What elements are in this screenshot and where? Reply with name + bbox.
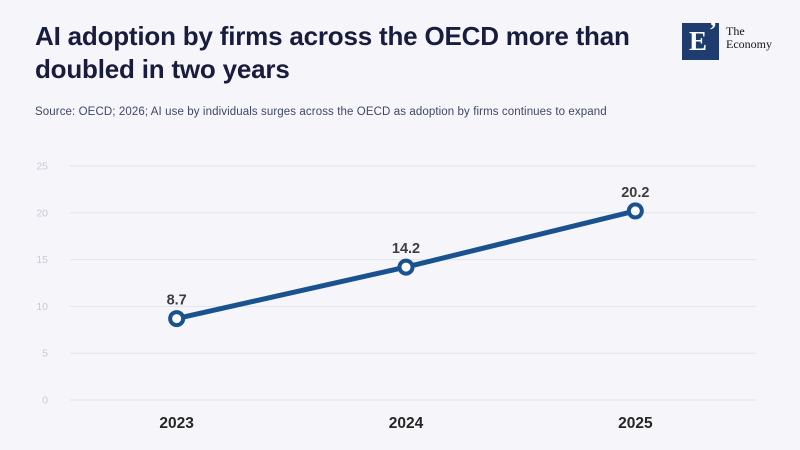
line-chart: 0 5 10 15 20 25 2023 2024 2025 8.7 14.2 20.2 [0, 150, 800, 440]
x-axis-label: 2024 [389, 415, 424, 432]
data-point-label: 20.2 [621, 185, 649, 201]
y-tick-label: 25 [36, 161, 48, 173]
logo-letter: E [689, 26, 708, 56]
logo-apostrophe-icon: ’ [709, 18, 717, 44]
logo-wordmark: The Economy [726, 23, 772, 51]
x-axis-label: 2025 [618, 415, 653, 432]
data-point-marker [168, 310, 186, 328]
data-point-label: 14.2 [392, 241, 420, 257]
y-tick-label: 5 [42, 348, 48, 360]
logo: E ’ The Economy [682, 18, 772, 60]
data-point-marker [397, 258, 415, 276]
y-tick-label: 20 [36, 207, 48, 219]
logo-mark-icon: E ’ [682, 18, 719, 60]
logo-wordmark-line1: The [726, 24, 745, 38]
logo-wordmark-line2: Economy [726, 37, 772, 51]
data-point-marker [626, 202, 644, 220]
data-point-label: 8.7 [167, 293, 187, 309]
y-tick-label: 0 [42, 395, 48, 407]
page-title: AI adoption by firms across the OECD mor… [35, 21, 630, 84]
y-tick-label: 10 [36, 301, 48, 313]
y-tick-label: 15 [36, 254, 48, 266]
x-axis-label: 2023 [159, 415, 194, 432]
source-note: Source: OECD; 2026; AI use by individual… [35, 106, 607, 118]
